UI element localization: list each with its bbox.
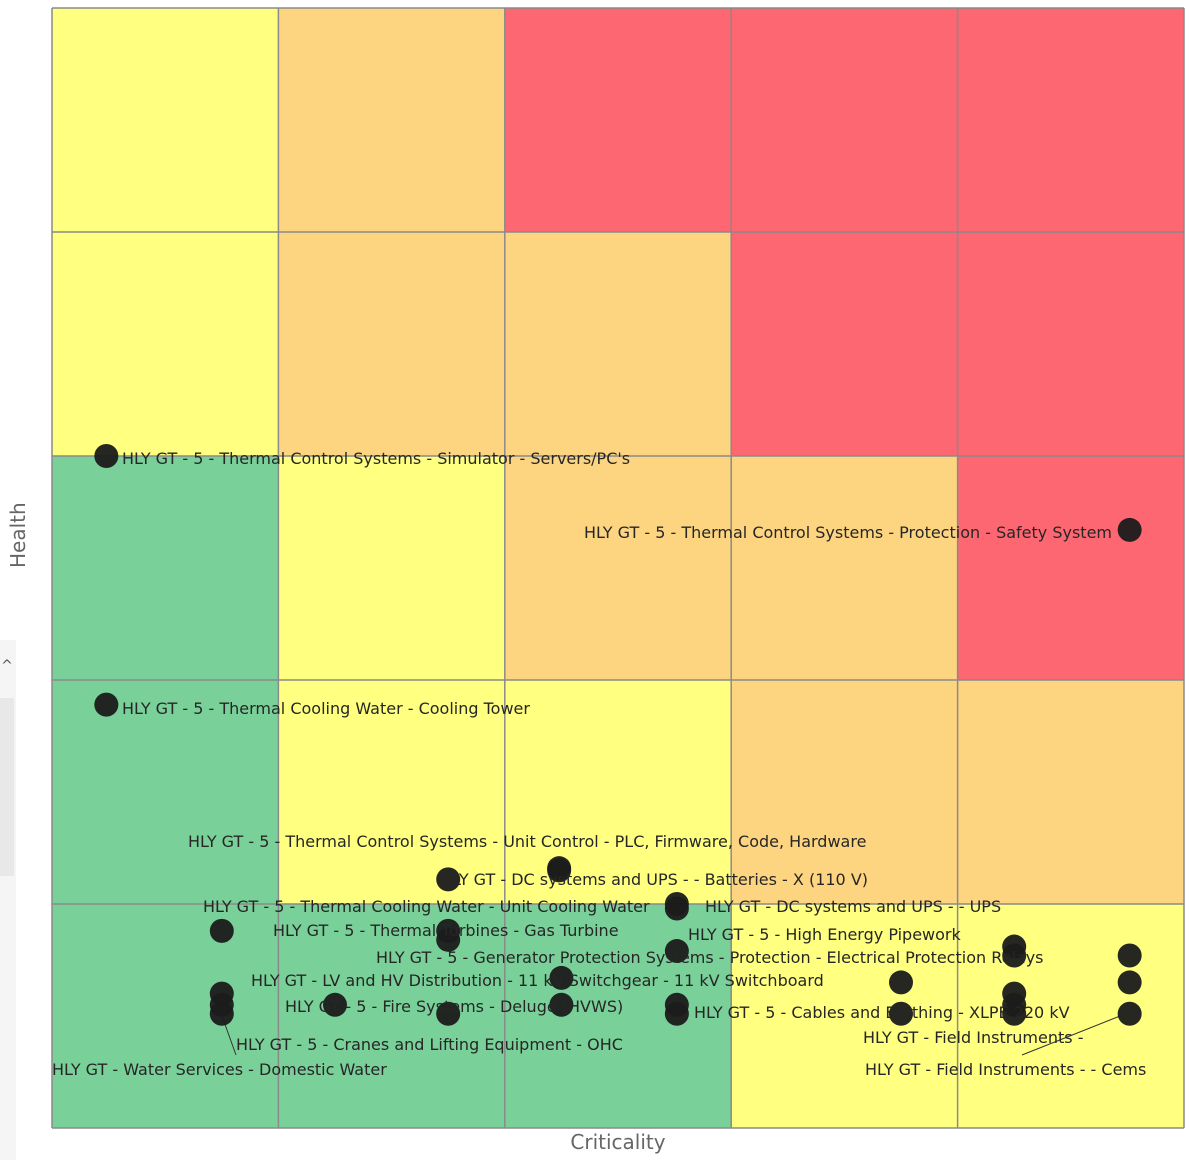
data-point xyxy=(1002,992,1027,1017)
matrix-cell xyxy=(731,456,958,680)
data-label: HLY GT - 5 - Generator Protection System… xyxy=(376,948,1044,967)
data-label: HLY GT - 5 - Thermal Control Systems - U… xyxy=(188,832,866,851)
data-point xyxy=(547,858,572,883)
matrix-cell xyxy=(52,456,279,680)
data-point xyxy=(549,992,574,1017)
data-label: HLY GT - 5 - Fire Systems - Deluge (HVWS… xyxy=(285,997,623,1016)
data-label: HLY GT - 5 - Thermal Cooling Water - Coo… xyxy=(122,699,530,718)
matrix-cell xyxy=(278,8,505,232)
matrix-cell xyxy=(957,456,1184,680)
data-points xyxy=(94,444,1142,1026)
data-label: HLY GT - 5 - Thermal Turbines - Gas Turb… xyxy=(273,921,619,940)
data-point xyxy=(209,918,234,943)
data-label: HLY GT - 5 - High Energy Pipework xyxy=(688,925,962,944)
matrix-cell xyxy=(731,680,958,904)
data-label: HLY GT - DC systems and UPS - - Batterie… xyxy=(440,870,868,889)
matrix-cell xyxy=(731,232,958,456)
data-point xyxy=(436,927,461,952)
scroll-up-icon[interactable]: ^ xyxy=(1,658,13,674)
matrix-cell xyxy=(957,680,1184,904)
matrix-cell xyxy=(957,8,1184,232)
matrix-cell xyxy=(278,680,505,904)
data-label: HLY GT - Field Instruments - xyxy=(863,1028,1083,1047)
data-point xyxy=(94,444,119,468)
matrix-cell xyxy=(52,8,279,232)
matrix-cell xyxy=(278,904,505,1128)
data-point xyxy=(889,1001,913,1026)
leader-line xyxy=(1021,1015,1121,1056)
matrix-cell xyxy=(957,904,1184,1128)
data-point xyxy=(549,965,574,990)
matrix-cell xyxy=(731,904,958,1128)
data-point xyxy=(1002,943,1027,968)
data-point xyxy=(664,992,689,1017)
data-point xyxy=(889,970,913,995)
data-label: HLY GT - 5 - Cables and Earthing - XLPE … xyxy=(694,1003,1070,1022)
data-point xyxy=(1117,1001,1142,1026)
matrix-cell xyxy=(504,232,732,456)
matrix-cells xyxy=(52,8,1184,1128)
data-label: HLY GT - LV and HV Distribution - 11 kV … xyxy=(251,971,824,990)
matrix-cell xyxy=(957,232,1184,456)
data-point xyxy=(1117,517,1142,542)
data-point xyxy=(436,1001,461,1026)
matrix-cell xyxy=(504,8,732,232)
gridlines xyxy=(51,7,1185,1129)
data-label: HLY GT - 5 - Thermal Cooling Water - Uni… xyxy=(203,897,650,916)
data-point xyxy=(323,992,347,1017)
matrix-cell xyxy=(504,456,732,680)
data-point xyxy=(436,867,461,892)
matrix-cell xyxy=(731,8,958,232)
data-label: HLY GT - Field Instruments - - Cems xyxy=(865,1060,1146,1079)
data-point xyxy=(209,981,234,1006)
matrix-cell xyxy=(52,680,279,904)
data-point xyxy=(94,692,119,717)
matrix-cell xyxy=(278,232,505,456)
data-labels: HLY GT - 5 - Thermal Control Systems - S… xyxy=(52,449,1146,1079)
data-label: HLY GT - 5 - Thermal Control Systems - S… xyxy=(122,449,630,468)
data-point xyxy=(1117,943,1142,968)
data-point xyxy=(1117,970,1142,995)
data-point xyxy=(664,896,689,921)
matrix-cell xyxy=(504,680,732,904)
data-point xyxy=(664,939,689,964)
data-label: HLY GT - DC systems and UPS - - UPS xyxy=(705,897,1001,916)
data-label: HLY GT - Water Services - Domestic Water xyxy=(52,1060,387,1079)
matrix-cell xyxy=(52,904,279,1128)
y-axis-title: Health xyxy=(6,502,30,568)
matrix-cell xyxy=(52,232,279,456)
matrix-cell xyxy=(504,904,732,1128)
data-label: HLY GT - 5 - Thermal Control Systems - P… xyxy=(584,523,1112,542)
matrix-cell xyxy=(278,456,505,680)
x-axis-title: Criticality xyxy=(570,1130,666,1154)
data-label: HLY GT - 5 - Cranes and Lifting Equipmen… xyxy=(236,1035,623,1054)
scrollbar-thumb[interactable] xyxy=(0,698,14,876)
